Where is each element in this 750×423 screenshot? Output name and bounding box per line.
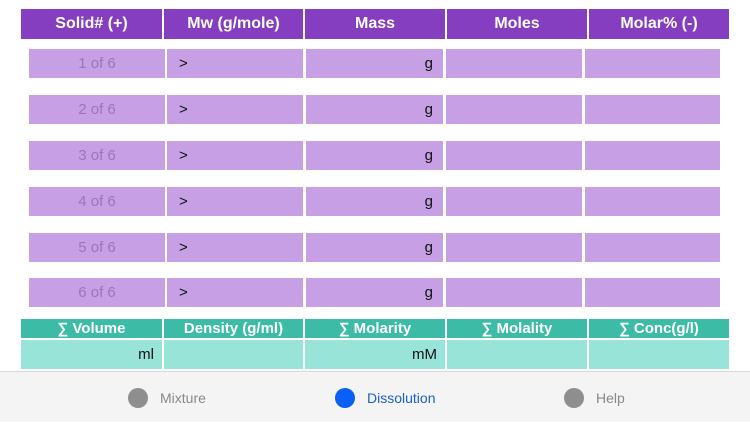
- mass-input[interactable]: g: [306, 141, 443, 170]
- molar-percent-header[interactable]: Molar% (-): [589, 9, 729, 39]
- mixture-tab-icon: [128, 387, 148, 408]
- molar-percent-cell: [585, 141, 720, 170]
- mw-picker-cell[interactable]: >: [167, 278, 303, 307]
- mass-input[interactable]: g: [306, 233, 443, 262]
- mw-picker-cell[interactable]: >: [167, 49, 303, 78]
- density-header: Density (g/ml): [164, 319, 303, 338]
- help-tab-icon: [564, 387, 584, 408]
- mass-header: Mass: [305, 9, 445, 39]
- tab-mixture[interactable]: Mixture: [128, 372, 206, 423]
- mass-input[interactable]: g: [306, 49, 443, 78]
- moles-cell: [446, 278, 582, 307]
- mw-header: Mw (g/mole): [164, 9, 303, 39]
- molarity-value: mM: [305, 340, 445, 369]
- solid-number-cell: 5 of 6: [29, 233, 165, 262]
- tab-label: Dissolution: [367, 389, 436, 406]
- moles-cell: [446, 233, 582, 262]
- solid-number-cell: 6 of 6: [29, 278, 165, 307]
- solid-header[interactable]: Solid# (+): [21, 9, 162, 39]
- tab-label: Mixture: [160, 389, 206, 406]
- concentration-value: [589, 340, 729, 369]
- mw-picker-cell[interactable]: >: [167, 233, 303, 262]
- mass-input[interactable]: g: [306, 187, 443, 216]
- molar-percent-cell: [585, 278, 720, 307]
- density-value[interactable]: [164, 340, 303, 369]
- moles-header: Moles: [447, 9, 587, 39]
- solid-number-cell: 3 of 6: [29, 141, 165, 170]
- mw-picker-cell[interactable]: >: [167, 141, 303, 170]
- solid-number-cell: 1 of 6: [29, 49, 165, 78]
- dissolution-tab-icon: [335, 387, 355, 408]
- moles-cell: [446, 95, 582, 124]
- molality-value: [447, 340, 587, 369]
- molar-percent-cell: [585, 49, 720, 78]
- tab-label: Help: [596, 389, 625, 406]
- molar-percent-cell: [585, 233, 720, 262]
- mw-picker-cell[interactable]: >: [167, 187, 303, 216]
- solid-number-cell: 4 of 6: [29, 187, 165, 216]
- molar-percent-cell: [585, 95, 720, 124]
- tab-help[interactable]: Help: [564, 372, 625, 423]
- tab-bar: Mixture Dissolution Help: [0, 371, 750, 422]
- mass-input[interactable]: g: [306, 278, 443, 307]
- moles-cell: [446, 49, 582, 78]
- concentration-header: ∑ Conc(g/l): [589, 319, 729, 338]
- molarity-header: ∑ Molarity: [305, 319, 445, 338]
- mass-input[interactable]: g: [306, 95, 443, 124]
- volume-header: ∑ Volume: [21, 319, 162, 338]
- molar-percent-cell: [585, 187, 720, 216]
- solid-number-cell: 2 of 6: [29, 95, 165, 124]
- tab-dissolution[interactable]: Dissolution: [335, 372, 435, 423]
- moles-cell: [446, 187, 582, 216]
- volume-value[interactable]: ml: [21, 340, 162, 369]
- moles-cell: [446, 141, 582, 170]
- molality-header: ∑ Molality: [447, 319, 587, 338]
- mw-picker-cell[interactable]: >: [167, 95, 303, 124]
